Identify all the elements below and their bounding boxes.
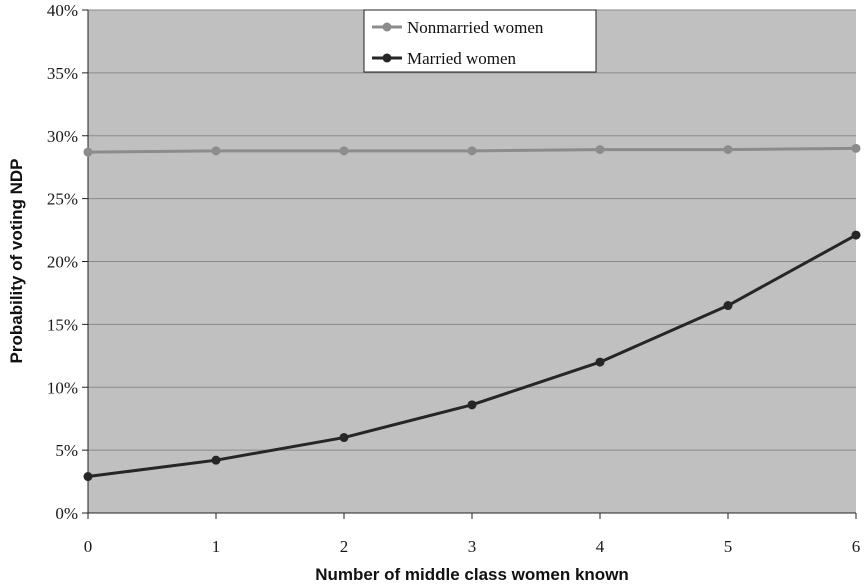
x-tick-labels: 0 1 2 3 4 5 6 (84, 537, 861, 556)
x-tick-label: 6 (852, 537, 861, 556)
x-tick-label: 2 (340, 537, 349, 556)
x-tick-label: 5 (724, 537, 733, 556)
y-tick-label: 35% (47, 64, 78, 83)
data-point (723, 301, 733, 311)
legend-label: Nonmarried women (407, 18, 544, 37)
y-tick-label: 20% (47, 253, 78, 272)
y-tick-label: 40% (47, 1, 78, 20)
legend: Nonmarried women Married women (363, 9, 597, 73)
x-tick-label: 4 (596, 537, 605, 556)
legend-swatch-marker (382, 53, 392, 63)
x-tick-label: 3 (468, 537, 477, 556)
y-tick-label: 5% (55, 441, 78, 460)
data-point (339, 146, 349, 156)
series-group (83, 143, 861, 482)
y-tick-label: 25% (47, 190, 78, 209)
data-point (851, 230, 861, 240)
axes (82, 9, 857, 519)
data-point (595, 145, 605, 155)
data-point (339, 433, 349, 443)
x-tick-label: 1 (212, 537, 221, 556)
y-tick-label: 15% (47, 315, 78, 334)
data-point (467, 146, 477, 156)
y-tick-label: 0% (55, 504, 78, 523)
y-tick-labels: 0% 5% 10% 15% 20% 25% 30% 35% 40% (47, 1, 78, 523)
data-point (83, 147, 93, 157)
data-point (83, 472, 93, 482)
y-tick-label: 10% (47, 378, 78, 397)
data-point (595, 357, 605, 367)
gridlines (88, 9, 856, 451)
legend-label: Married women (407, 49, 517, 68)
legend-box (363, 9, 597, 73)
data-point (211, 146, 221, 156)
data-point (851, 143, 861, 153)
x-tick-label: 0 (84, 537, 93, 556)
data-point (467, 400, 477, 410)
y-tick-label: 30% (47, 127, 78, 146)
legend-swatch-marker (382, 22, 392, 32)
x-axis-title: Number of middle class women known (315, 565, 629, 584)
data-point (723, 145, 733, 155)
data-point (211, 455, 221, 465)
y-axis-title: Probability of voting NDP (7, 159, 26, 364)
